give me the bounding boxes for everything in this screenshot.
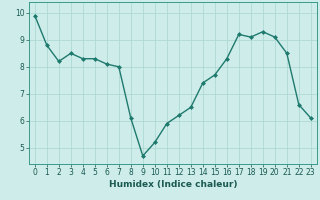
- X-axis label: Humidex (Indice chaleur): Humidex (Indice chaleur): [108, 180, 237, 189]
